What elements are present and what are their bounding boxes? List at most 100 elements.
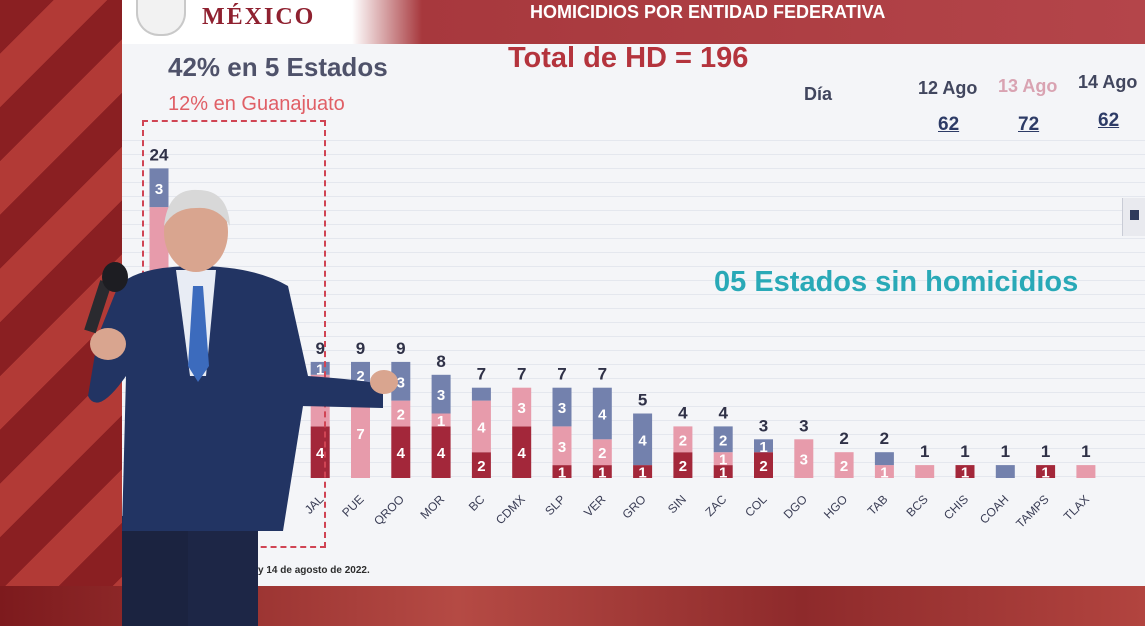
segment-label: 1 (1041, 465, 1049, 482)
segment-label: 1 (316, 361, 324, 378)
segment-label: 4 (477, 419, 486, 436)
presenter-figure (88, 189, 398, 626)
segment-label: 1 (719, 452, 727, 469)
segment-label: 2 (840, 458, 848, 475)
category-label: MOR (418, 492, 448, 522)
segment-label: 3 (558, 400, 566, 417)
segment-label: 3 (558, 439, 566, 456)
bar-total-label: 2 (839, 429, 848, 448)
segment-label: 1 (759, 439, 767, 456)
presentation-screen: MÉXICO HOMICIDIOS POR ENTIDAD FEDERATIVA… (122, 0, 1145, 586)
bar-total-label: 8 (436, 352, 445, 371)
bar-zac-12-ago (713, 465, 733, 478)
bar-total-label: 1 (1081, 442, 1090, 461)
bar-total-label: 1 (960, 442, 969, 461)
segment-label: 1 (880, 465, 888, 482)
presenter-legs (122, 516, 258, 626)
segment-label: 1 (437, 413, 445, 430)
bar-total-label: 3 (759, 416, 768, 435)
bar-slp-13-ago (552, 426, 572, 466)
segment-label: 4 (598, 407, 607, 424)
category-label: TAMPS (1013, 492, 1052, 531)
bar-total-label: 1 (920, 442, 929, 461)
bar-chis-12-ago (955, 465, 975, 478)
segment-label: 2 (477, 458, 485, 475)
bar-total-label: 7 (477, 365, 486, 384)
day-14-value: 62 (1098, 110, 1120, 131)
bar-slp-14-ago (552, 387, 572, 427)
presenter-right-hand (370, 370, 398, 394)
category-label: GRO (619, 492, 648, 521)
segment-label: 3 (437, 387, 445, 404)
category-label: BCS (903, 492, 930, 519)
bar-hgo-13-ago (834, 452, 854, 478)
category-label: CDMX (493, 492, 528, 527)
bar-tamps-12-ago (1036, 465, 1056, 478)
segment-label: 4 (316, 445, 325, 462)
bar-tlax-13-ago (1076, 465, 1096, 478)
bar-ver-12-ago (592, 465, 612, 478)
segment-label: 3 (397, 374, 405, 391)
bar-total-label: 1 (1041, 442, 1050, 461)
category-label: VER (581, 492, 609, 520)
bar-cdmx-12-ago (512, 426, 532, 478)
category-label: CHIS (941, 492, 971, 522)
bar-slp-12-ago (552, 465, 572, 478)
bar-total-label: 2 (880, 429, 889, 448)
day-14-label: 14 Ago (1078, 72, 1138, 92)
source-note: y 14 de agosto de 2022. (258, 565, 370, 576)
bookmark-icon (1122, 198, 1145, 236)
segment-label: 1 (961, 465, 969, 482)
category-label: TAB (865, 492, 891, 518)
day-13-value: 72 (1018, 114, 1040, 135)
category-label: SLP (542, 492, 568, 518)
bar-total-label: 9 (396, 339, 405, 358)
bar-sin-12-ago (673, 452, 693, 478)
bar-total-label: 4 (678, 403, 688, 422)
category-label: COAH (977, 492, 1011, 526)
bar-total-label: 7 (517, 365, 526, 384)
slide-header-bar: MÉXICO HOMICIDIOS POR ENTIDAD FEDERATIVA (122, 0, 1145, 44)
bar-bcs-13-ago (915, 465, 935, 478)
segment-label: 3 (518, 400, 526, 417)
brand-name: MÉXICO (202, 4, 316, 30)
bar-gro-12-ago (633, 465, 653, 478)
segment-label: 1 (638, 465, 646, 482)
category-label: SIN (665, 492, 689, 516)
bar-zac-13-ago (713, 452, 733, 466)
bar-bc-12-ago (471, 452, 491, 478)
bar-ver-14-ago (592, 387, 612, 440)
bar-total-label: 1 (1001, 442, 1010, 461)
segment-label: 2 (356, 368, 364, 385)
bar-total-label: 7 (598, 365, 607, 384)
bar-qroo-13-ago (391, 400, 411, 427)
bar-mor-13-ago (431, 413, 451, 427)
segment-label: 3 (800, 452, 808, 469)
category-label: HGO (821, 492, 850, 521)
bar-zac-14-ago (713, 426, 733, 453)
government-seal-icon (136, 0, 186, 36)
bar-total-label: 5 (638, 391, 647, 410)
bar-mor-12-ago (431, 426, 451, 478)
bar-total-label: 3 (799, 416, 808, 435)
microphone-icon (102, 262, 128, 292)
total-homicides: Total de HD = 196 (508, 42, 749, 74)
slide-title: HOMICIDIOS POR ENTIDAD FEDERATIVA (530, 2, 886, 22)
bar-qroo-14-ago (391, 361, 411, 401)
segment-label: 2 (679, 458, 687, 475)
category-label: COL (742, 492, 770, 520)
presenter-tie (188, 286, 209, 382)
bar-dgo-13-ago (794, 439, 814, 478)
segment-label: 4 (397, 445, 406, 462)
segment-label: 2 (397, 407, 405, 424)
guanajuato-percentage: 12% en Guanajuato (168, 93, 345, 115)
day-13-label: 13 Ago (998, 76, 1058, 96)
bar-tab-14-ago (874, 452, 894, 466)
bar-total-label: 7 (557, 365, 566, 384)
bar-coah-14-ago (995, 465, 1015, 478)
bar-mor-14-ago (431, 374, 451, 414)
presenter-left-hand (90, 328, 126, 360)
day-label: Día (804, 84, 833, 104)
bar-bc-14-ago (471, 387, 491, 401)
presenter-hair (164, 189, 230, 226)
